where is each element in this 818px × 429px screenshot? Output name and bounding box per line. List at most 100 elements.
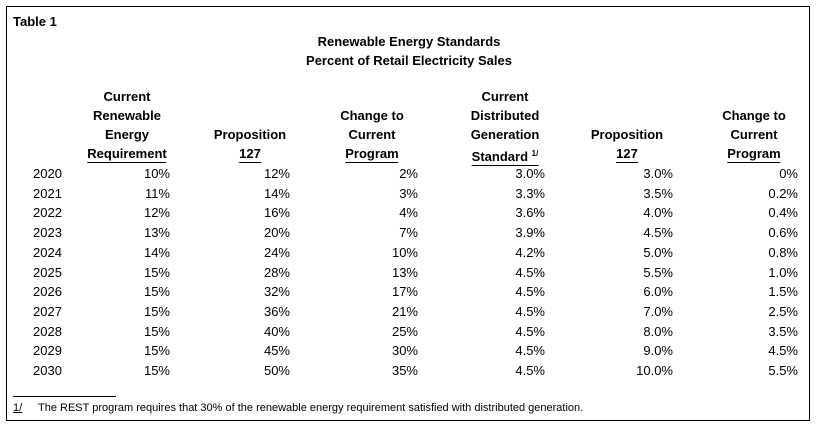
cell: 0.6% [768, 225, 798, 241]
header-line: Standard 1/ [471, 146, 539, 166]
cell: 3.6% [515, 205, 545, 221]
cell: 9.0% [643, 343, 673, 359]
cell: 36% [263, 303, 290, 319]
row-year: 2022 [33, 205, 62, 221]
cell: 4.5% [515, 303, 545, 319]
header-line: Renewable [93, 108, 161, 124]
header-line: Current [104, 89, 151, 105]
cell: 4.5% [515, 323, 545, 339]
header-text: Renewable [93, 108, 161, 123]
subtitle: Percent of Retail Electricity Sales [306, 53, 512, 68]
cell: 20% [263, 225, 290, 241]
cell: 12% [143, 205, 170, 221]
header-line: Current [482, 89, 529, 105]
header-text: Current [730, 127, 778, 142]
header-line: Proposition [214, 127, 286, 143]
row-year: 2026 [33, 284, 62, 300]
cell: 4.5% [768, 343, 798, 359]
header-text: Change to [340, 108, 404, 123]
header-line: 127 [239, 146, 261, 163]
cell: 4.5% [515, 343, 545, 359]
row-year: 2028 [33, 323, 62, 339]
cell: 0% [779, 166, 798, 181]
row-year: 2030 [33, 363, 62, 378]
header-line: 127 [616, 146, 638, 163]
cell: 40% [263, 323, 290, 339]
header-line: Energy [105, 127, 149, 143]
footnote-marker: 1/ [13, 402, 23, 414]
cell: 13% [391, 264, 418, 280]
row-year: 2027 [33, 303, 62, 319]
header-line: Distributed [471, 108, 540, 124]
header-line: Requirement [87, 146, 167, 163]
cell: 24% [263, 244, 290, 260]
cell: 1.5% [768, 284, 798, 300]
header-text: Program [727, 146, 781, 161]
cell: 0.8% [768, 244, 798, 260]
row-year: 2029 [33, 343, 62, 359]
cell: 32% [263, 284, 290, 300]
table-frame [6, 6, 810, 421]
header-line: Change to [722, 108, 786, 124]
header-text: Proposition [590, 127, 664, 142]
header-line: Current [731, 127, 778, 143]
cell: 7% [399, 225, 418, 241]
title: Renewable Energy Standards [317, 34, 501, 49]
header-text: Standard [471, 149, 529, 164]
cell: 3.5% [643, 185, 673, 201]
footnote-rule [13, 396, 116, 397]
table-label: Table 1 [13, 14, 57, 29]
cell: 14% [263, 185, 290, 201]
header-text: Energy [104, 127, 150, 142]
row-year: 2021 [33, 185, 62, 201]
cell: 28% [263, 264, 290, 280]
cell: 11% [144, 185, 170, 201]
cell: 30% [391, 343, 418, 359]
cell: 7.0% [643, 303, 673, 319]
row-year: 2025 [33, 264, 62, 280]
cell: 15% [143, 363, 170, 378]
cell: 4.5% [643, 225, 673, 241]
cell: 21% [391, 303, 418, 319]
cell: 6.0% [643, 284, 673, 300]
cell: 12% [263, 166, 290, 181]
cell: 25% [391, 323, 418, 339]
cell: 5.0% [643, 244, 673, 260]
header-text: Generation [470, 127, 540, 142]
cell: 4% [399, 205, 418, 221]
cell: 0.4% [768, 205, 798, 221]
header-line: Generation [471, 127, 540, 143]
cell: 10% [391, 244, 418, 260]
cell: 4.5% [515, 363, 545, 378]
header-text: 127 [616, 146, 638, 161]
header-text: 127 [239, 146, 261, 161]
cell: 3.0% [515, 166, 545, 181]
cell: 45% [263, 343, 290, 359]
cell: 5.5% [768, 363, 798, 378]
cell: 10.0% [636, 363, 673, 378]
cell: 17% [391, 284, 418, 300]
cell: 15% [143, 284, 170, 300]
cell: 14% [143, 244, 170, 260]
cell: 16% [263, 205, 290, 221]
cell: 2% [399, 166, 418, 181]
header-line: Program [345, 146, 399, 163]
cell: 3.5% [768, 323, 798, 339]
header-text: Proposition [213, 127, 287, 142]
cell: 4.5% [515, 264, 545, 280]
cell: 13% [143, 225, 170, 241]
cell: 5.5% [643, 264, 673, 280]
cell: 4.5% [515, 284, 545, 300]
cell: 35% [391, 363, 418, 378]
header-note: 1/ [531, 149, 539, 158]
cell: 10% [143, 166, 170, 181]
row-year: 2020 [33, 166, 62, 181]
header-line: Change to [340, 108, 404, 124]
cell: 4.2% [515, 244, 545, 260]
cell: 1.0% [768, 264, 798, 280]
cell: 3.0% [643, 166, 673, 181]
cell: 50% [263, 363, 290, 378]
header-text: Change to [722, 108, 786, 123]
row-year: 2023 [33, 225, 62, 241]
